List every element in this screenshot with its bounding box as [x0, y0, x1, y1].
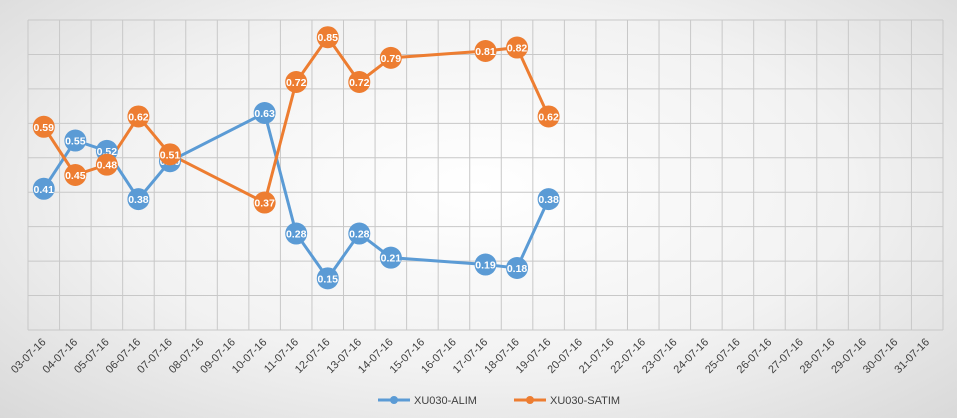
data-label: 0.38 — [128, 194, 149, 206]
data-point — [316, 267, 339, 290]
data-label: 0.45 — [65, 170, 86, 182]
data-label: 0.72 — [349, 77, 370, 89]
data-point — [95, 153, 118, 176]
data-label: 0.81 — [475, 46, 496, 58]
data-label: 0.72 — [286, 77, 307, 89]
data-point — [285, 222, 308, 245]
data-point — [285, 71, 308, 93]
data-point — [474, 40, 497, 62]
data-point — [348, 71, 371, 93]
data-point — [64, 129, 87, 152]
data-label: 0.19 — [475, 260, 496, 272]
data-point — [474, 253, 497, 276]
x-tick-label: 10-07-16 — [230, 336, 270, 376]
data-point — [537, 188, 560, 211]
data-label: 0.59 — [34, 122, 55, 134]
data-point — [64, 164, 87, 186]
data-label: 0.85 — [318, 32, 339, 44]
data-label: 0.82 — [507, 43, 528, 55]
data-point — [32, 115, 55, 138]
data-point — [506, 36, 529, 59]
data-point — [127, 105, 150, 128]
grid — [27, 19, 944, 331]
legend: XU030-ALIM XU030-SATIM — [378, 395, 620, 407]
data-point — [379, 246, 402, 269]
data-point — [158, 143, 181, 166]
data-point — [316, 26, 339, 49]
data-label: 0.55 — [65, 136, 86, 148]
data-point — [506, 257, 529, 279]
data-label: 0.18 — [507, 263, 528, 275]
data-point — [348, 222, 371, 245]
data-label: 0.62 — [128, 111, 149, 123]
data-label: 0.63 — [254, 108, 275, 120]
data-label: 0.15 — [318, 273, 339, 285]
data-label: 0.79 — [381, 53, 402, 65]
data-label: 0.52 — [97, 146, 118, 158]
data-label: 0.21 — [381, 253, 402, 265]
series-layer: 0.410.550.520.380.490.630.280.150.280.21… — [32, 26, 560, 290]
series-line — [42, 35, 550, 205]
legend-entry-label: XU030-ALIM — [414, 395, 477, 407]
legend-marker — [390, 396, 398, 404]
data-point — [253, 191, 276, 214]
data-label: 0.51 — [160, 149, 181, 161]
data-point — [32, 177, 55, 200]
x-tick-label: 31-07-16 — [892, 336, 932, 376]
data-point — [537, 105, 560, 128]
data-label: 0.38 — [538, 194, 559, 206]
legend-marker — [526, 396, 534, 404]
data-label: 0.62 — [538, 111, 559, 123]
data-label: 0.37 — [254, 198, 275, 210]
data-point — [379, 46, 402, 69]
x-axis-tick-labels: 03-07-1604-07-1605-07-1606-07-1607-07-16… — [9, 336, 932, 376]
data-label: 0.28 — [349, 229, 370, 241]
data-label: 0.28 — [286, 229, 307, 241]
series-line — [42, 111, 550, 280]
legend-entry-label: XU030-SATIM — [550, 395, 620, 407]
data-label: 0.48 — [97, 160, 118, 172]
data-point — [253, 102, 276, 124]
data-label: 0.41 — [34, 184, 55, 196]
data-point — [127, 188, 150, 211]
